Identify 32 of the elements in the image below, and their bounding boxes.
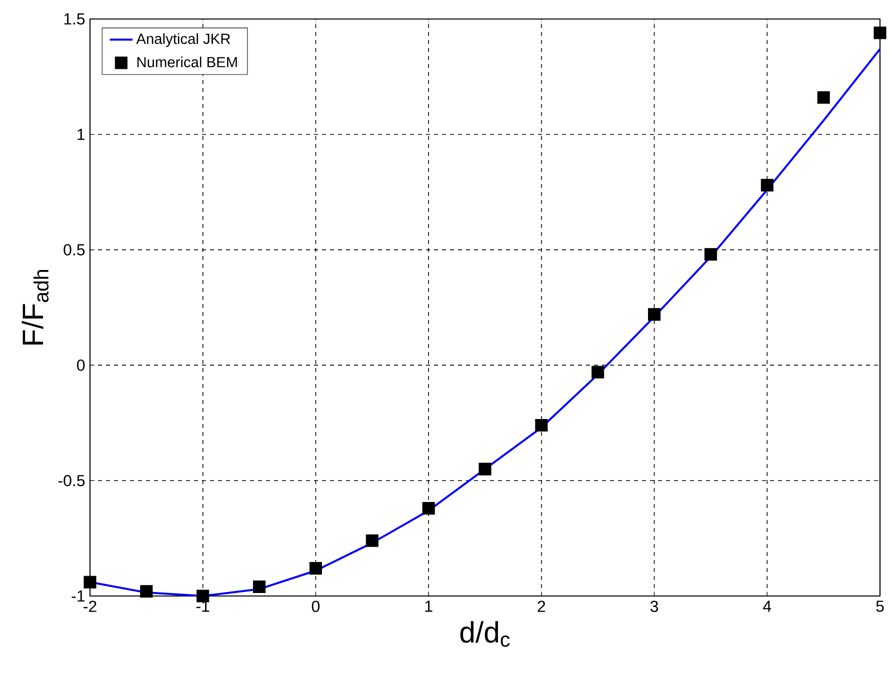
point bbox=[253, 580, 266, 594]
y-tick-label: -0.5 bbox=[58, 474, 85, 486]
legend-label: Analytical JKR bbox=[136, 33, 230, 47]
x-tick-label: 1 bbox=[425, 600, 432, 612]
point bbox=[874, 26, 886, 40]
x-tick-label: 4 bbox=[763, 600, 772, 612]
x-tick-label: 0 bbox=[312, 600, 320, 612]
y-tick-label: 0 bbox=[77, 360, 85, 371]
x-tick-label: 5 bbox=[876, 600, 884, 612]
point bbox=[535, 418, 548, 432]
x-tick-label: 3 bbox=[650, 600, 658, 612]
point bbox=[140, 585, 153, 598]
y-tick-label: -1 bbox=[72, 590, 85, 602]
x-tick-label: 2 bbox=[538, 600, 546, 612]
point bbox=[817, 91, 830, 104]
point bbox=[422, 502, 435, 515]
point bbox=[760, 178, 774, 192]
point bbox=[648, 308, 661, 321]
point bbox=[84, 576, 96, 588]
y-axis-title: F/F$_{adh}$ bbox=[22, 270, 49, 345]
y-tick-label: 1 bbox=[78, 128, 85, 140]
point bbox=[592, 366, 604, 378]
x-tick-label: -2 bbox=[84, 600, 96, 612]
y-tick-label: 0.5 bbox=[64, 244, 85, 256]
y-tick-label: 1.5 bbox=[64, 13, 85, 25]
legend-label: Numerical BEM bbox=[137, 56, 237, 68]
x-axis-title: d/d$_{c}$ bbox=[460, 621, 510, 647]
point bbox=[704, 248, 717, 261]
point bbox=[478, 462, 492, 476]
point bbox=[196, 590, 210, 602]
point bbox=[366, 534, 378, 547]
point bbox=[309, 562, 322, 575]
